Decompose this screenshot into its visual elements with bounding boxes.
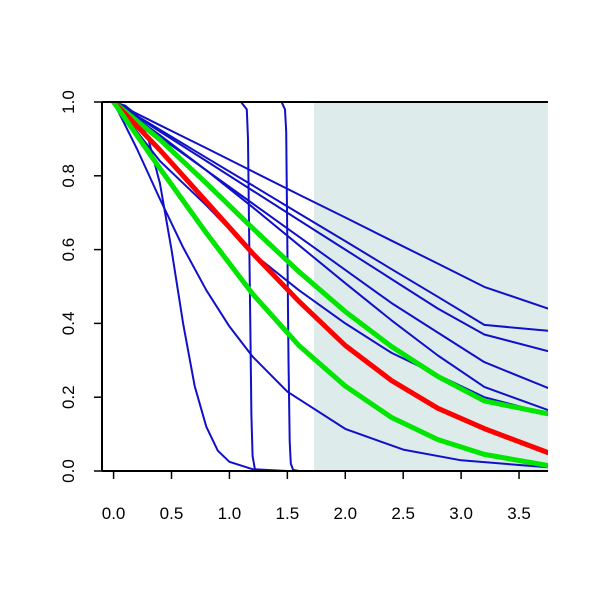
y-tick-label: 1.0 (59, 90, 78, 114)
y-tick-label: 0.8 (59, 164, 78, 188)
series-line-1 (112, 102, 548, 310)
series-line-2 (112, 102, 548, 332)
series-line-9 (112, 102, 548, 471)
series-line-7 (112, 102, 548, 469)
shaded-region (313, 102, 548, 471)
series-line-5 (112, 102, 548, 412)
series-line-11 (111, 102, 548, 417)
y-tick-label: 0.6 (59, 238, 78, 262)
series-line-3 (112, 102, 548, 353)
x-tick-label: 3.5 (507, 504, 531, 523)
y-tick-label: 0.2 (59, 385, 78, 409)
x-tick-label: 1.0 (218, 504, 242, 523)
x-tick-label: 0.5 (160, 504, 184, 523)
x-tick-label: 1.5 (276, 504, 300, 523)
y-tick-label: 0.4 (59, 312, 78, 336)
x-tick-label: 3.0 (449, 504, 473, 523)
x-tick-label: 2.5 (391, 504, 415, 523)
x-tick-label: 0.0 (102, 504, 126, 523)
y-tick-label: 0.0 (59, 459, 78, 483)
series-line-12 (111, 102, 548, 456)
x-tick-label: 2.0 (333, 504, 357, 523)
series-line-13 (111, 102, 548, 468)
